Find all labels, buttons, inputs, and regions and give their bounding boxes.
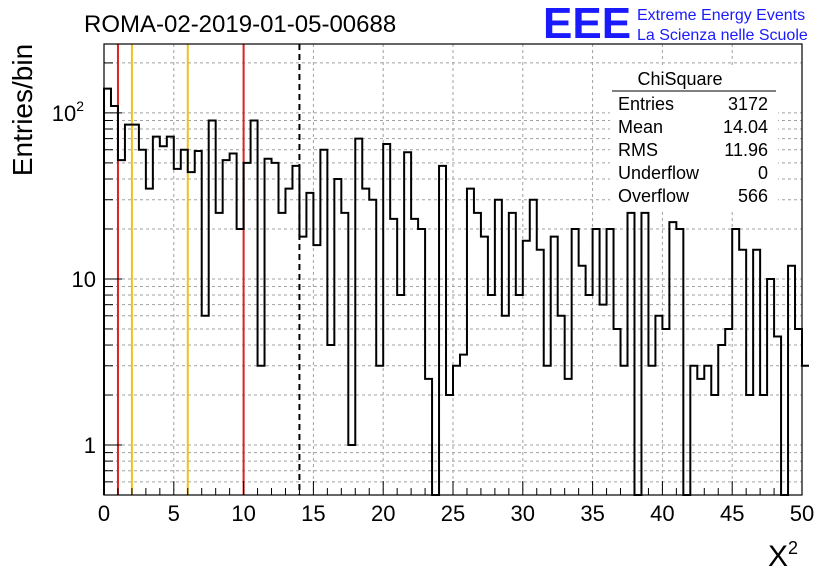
histogram-outline bbox=[103, 87, 809, 496]
eee-logo-line2: La Scienza nelle Scuole bbox=[637, 27, 808, 44]
stats-row-mean-value: 14.04 bbox=[723, 117, 768, 137]
stats-box: ChiSquare Entries 3172 Mean 14.04 RMS 11… bbox=[610, 66, 778, 210]
stats-row-overflow-label: Overflow bbox=[618, 186, 690, 206]
x-axis-title-superscript: 2 bbox=[788, 538, 798, 558]
stats-row-mean-label: Mean bbox=[618, 117, 663, 137]
x-tick-label: 10 bbox=[231, 501, 255, 526]
stats-row-underflow-label: Underflow bbox=[618, 163, 700, 183]
stats-box-background bbox=[610, 66, 778, 210]
stats-row-entries-value: 3172 bbox=[728, 94, 768, 114]
stats-row-overflow-value: 566 bbox=[738, 186, 768, 206]
x-tick-label: 45 bbox=[720, 501, 744, 526]
y-tick-label: 102 bbox=[52, 98, 84, 126]
y-axis-title: Entries/bin bbox=[7, 44, 38, 176]
stats-row-entries-label: Entries bbox=[618, 94, 674, 114]
x-tick-label: 5 bbox=[168, 501, 180, 526]
x-tick-label: 0 bbox=[98, 501, 110, 526]
stats-box-title: ChiSquare bbox=[637, 69, 722, 89]
axis-ticks bbox=[103, 62, 803, 495]
y-tick-label: 1 bbox=[84, 433, 96, 458]
grid-lines bbox=[104, 44, 802, 495]
y-tick-label-superscript: 2 bbox=[76, 98, 84, 114]
x-tick-label: 40 bbox=[650, 501, 674, 526]
eee-logo-mark: EEE bbox=[543, 0, 631, 48]
x-axis-title: X2 bbox=[768, 538, 798, 572]
eee-logo-line1: Extreme Energy Events bbox=[637, 7, 805, 24]
stats-row-rms-value: 11.96 bbox=[724, 140, 768, 160]
x-tick-label: 15 bbox=[301, 501, 325, 526]
x-tick-label: 20 bbox=[371, 501, 395, 526]
x-tick-labels: 0 5 10 15 20 25 30 35 40 45 50 bbox=[98, 501, 814, 526]
x-tick-label: 25 bbox=[441, 501, 465, 526]
reference-lines bbox=[116, 44, 301, 495]
x-tick-label: 50 bbox=[790, 501, 814, 526]
stats-row-rms-label: RMS bbox=[618, 140, 658, 160]
eee-logo: EEE Extreme Energy Events La Scienza nel… bbox=[543, 0, 808, 48]
x-tick-label: 35 bbox=[580, 501, 604, 526]
chart-title: ROMA-02-2019-01-05-00688 bbox=[84, 11, 396, 38]
x-tick-label: 30 bbox=[511, 501, 535, 526]
y-tick-label: 10 bbox=[72, 267, 96, 292]
x-axis-title-main: X bbox=[768, 540, 788, 572]
y-tick-labels: 1 10 102 bbox=[52, 98, 96, 458]
histogram-series bbox=[103, 87, 809, 496]
stats-row-underflow-value: 0 bbox=[758, 163, 768, 183]
